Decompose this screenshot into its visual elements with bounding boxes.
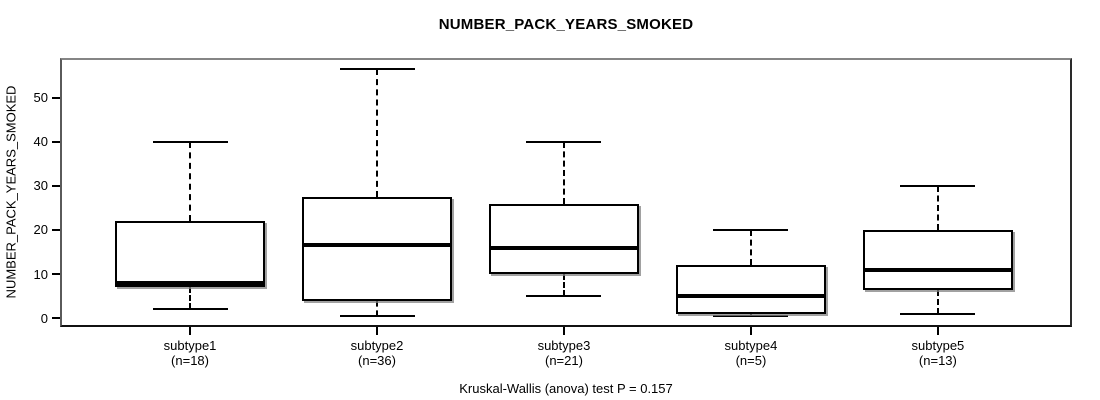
x-category-name: subtype1 [163,338,217,353]
median-line-subtype1 [115,280,266,285]
y-tick-label: 40 [33,134,48,150]
y-axis-tick [52,96,60,99]
chart-title: NUMBER_PACK_YEARS_SMOKED [438,16,694,33]
lower-whisker-subtype3 [562,274,565,297]
upper-whisker-subtype2 [376,69,378,197]
x-category-count: (n=18) [171,353,209,368]
iqr-box-subtype3 [488,203,639,275]
y-axis-tick [52,184,60,187]
lower-whisker-subtype5 [936,289,939,314]
y-axis-tick [52,317,60,320]
median-line-subtype5 [862,267,1013,272]
upper-whisker-subtype1 [189,141,192,222]
x-category-name: subtype4 [724,338,778,353]
min-whisker-cap-subtype2 [339,314,415,317]
median-line-subtype3 [488,245,639,250]
lower-whisker-subtype4 [749,313,752,316]
median-line-subtype4 [675,294,826,299]
y-axis-tick [52,140,60,143]
x-axis-tick-subtype2 [376,327,378,335]
x-axis-tick-subtype3 [562,327,565,335]
x-category-name: subtype2 [350,338,404,353]
x-category-count: (n=13) [918,353,957,368]
x-category-count: (n=21) [544,353,583,368]
x-axis-tick-subtype5 [936,327,939,335]
upper-whisker-subtype3 [562,141,565,204]
max-whisker-cap-subtype1 [152,140,228,143]
y-axis-tick [52,273,60,276]
x-axis-tick-subtype1 [189,327,192,335]
lower-whisker-subtype1 [189,287,192,310]
min-whisker-cap-subtype5 [900,312,976,315]
max-whisker-cap-subtype5 [900,184,976,187]
min-whisker-cap-subtype1 [152,308,228,311]
iqr-box-subtype2 [302,196,452,301]
max-whisker-cap-subtype3 [526,140,602,143]
iqr-box-subtype4 [675,265,826,314]
max-whisker-cap-subtype4 [713,228,789,231]
min-whisker-cap-subtype3 [526,295,602,298]
x-category-name: subtype5 [911,338,965,353]
y-tick-label: 10 [33,266,48,282]
y-axis-tick [52,228,60,231]
x-category-label-subtype1: subtype1 (n=18) [110,338,270,368]
y-tick-label: 30 [33,178,48,194]
x-category-label-subtype5: subtype5 (n=13) [858,338,1018,368]
x-category-label-subtype2: subtype2 (n=36) [297,338,457,368]
y-tick-label: 0 [40,310,48,326]
min-whisker-cap-subtype4 [713,314,789,317]
iqr-box-subtype5 [862,229,1013,290]
y-tick-label: 50 [33,90,48,106]
iqr-box-subtype1 [115,221,266,288]
upper-whisker-subtype4 [749,229,752,266]
x-category-count: (n=36) [358,353,396,368]
x-category-label-subtype3: subtype3 (n=21) [484,338,644,368]
lower-whisker-subtype2 [376,300,378,316]
x-category-count: (n=5) [735,353,767,368]
kruskal-wallis-caption: Kruskal-Wallis (anova) test P = 0.157 [459,381,673,396]
max-whisker-cap-subtype2 [339,68,415,71]
upper-whisker-subtype5 [936,185,939,230]
y-tick-label: 20 [33,222,48,238]
x-category-label-subtype4: subtype4 (n=5) [671,338,831,368]
x-axis-tick-subtype4 [749,327,752,335]
median-line-subtype2 [302,243,452,248]
x-category-name: subtype3 [537,338,591,353]
